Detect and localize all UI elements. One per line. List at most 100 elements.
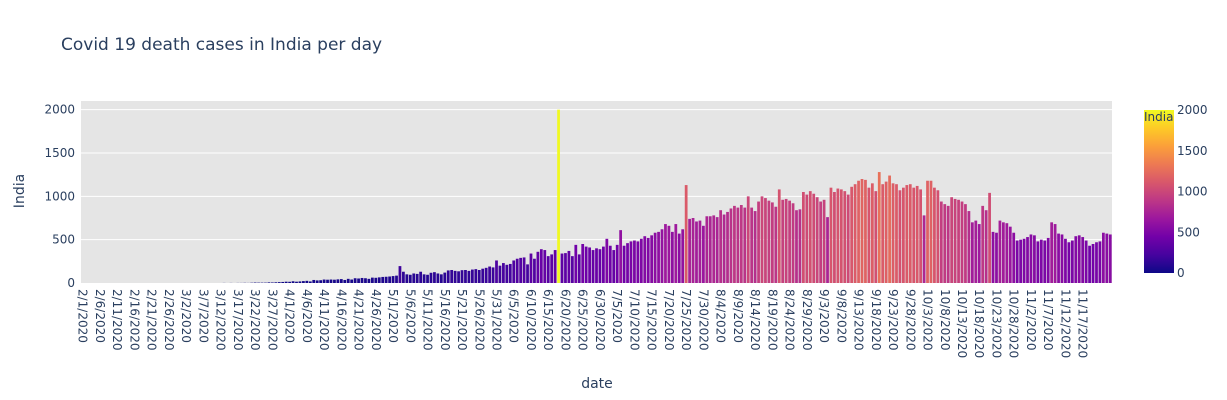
bar xyxy=(819,201,823,283)
bar xyxy=(581,244,585,283)
bar xyxy=(295,281,298,283)
bar xyxy=(495,260,498,283)
bar xyxy=(491,267,495,283)
x-tick-label: 5/21/2020 xyxy=(455,289,469,351)
bar xyxy=(1084,240,1088,283)
bar xyxy=(691,218,695,283)
bar xyxy=(450,270,454,283)
bar xyxy=(1074,236,1078,283)
x-tick-label: 4/21/2020 xyxy=(352,289,366,351)
bar xyxy=(564,253,567,283)
bar xyxy=(977,224,981,283)
bar xyxy=(915,185,919,283)
bar xyxy=(481,268,485,283)
bar xyxy=(374,277,378,283)
x-tick-label: 8/4/2020 xyxy=(714,289,728,343)
bar xyxy=(764,198,767,283)
bar xyxy=(1060,234,1064,283)
bar xyxy=(470,269,474,283)
bar xyxy=(670,231,674,283)
bar xyxy=(277,282,281,283)
bar xyxy=(633,240,636,283)
bar xyxy=(877,172,881,283)
x-tick-label: 5/26/2020 xyxy=(472,289,486,351)
x-tick-label: 8/14/2020 xyxy=(748,289,762,351)
bar xyxy=(426,274,429,283)
bar xyxy=(1039,239,1043,283)
bar xyxy=(960,201,964,283)
bar xyxy=(281,281,285,283)
x-tick-label: 7/30/2020 xyxy=(696,289,710,351)
bar xyxy=(805,194,809,283)
x-tick-label: 3/27/2020 xyxy=(265,289,279,351)
y-axis-title: India xyxy=(12,174,28,208)
bar xyxy=(802,192,805,283)
bar xyxy=(774,206,778,283)
bar xyxy=(1012,232,1016,283)
bar xyxy=(926,180,929,283)
x-tick-label: 11/17/2020 xyxy=(1076,289,1090,358)
x-tick-label: 11/2/2020 xyxy=(1024,289,1038,351)
x-tick-label: 8/9/2020 xyxy=(731,289,745,343)
bar xyxy=(519,257,523,283)
bar xyxy=(898,190,902,283)
bar xyxy=(339,279,343,283)
bar xyxy=(526,264,529,283)
bar xyxy=(639,238,643,283)
bar xyxy=(302,281,305,283)
bar xyxy=(384,276,388,283)
bar xyxy=(757,201,760,283)
x-tick-label: 8/29/2020 xyxy=(800,289,814,351)
bar xyxy=(795,210,798,283)
x-tick-label: 10/23/2020 xyxy=(989,289,1003,358)
bar xyxy=(681,229,685,283)
bar xyxy=(739,205,743,283)
bar xyxy=(436,273,440,283)
bar xyxy=(1026,237,1029,283)
x-tick-label: 4/11/2020 xyxy=(317,289,331,351)
bar xyxy=(588,247,591,283)
bar xyxy=(391,276,395,283)
chart-title: Covid 19 death cases in India per day xyxy=(61,35,382,55)
bar xyxy=(1050,222,1054,283)
colorbar xyxy=(1144,110,1174,273)
x-tick-label: 6/25/2020 xyxy=(576,289,590,351)
bar xyxy=(750,207,754,283)
bar xyxy=(402,271,405,283)
bar xyxy=(698,220,702,283)
bar xyxy=(829,187,833,283)
bar xyxy=(974,220,978,283)
y-tick-labels: 0 500 1000 1500 2000 xyxy=(44,103,75,290)
bar xyxy=(667,225,671,283)
bar xyxy=(950,197,954,283)
bar xyxy=(322,279,326,283)
bar xyxy=(646,237,650,283)
bar xyxy=(522,257,526,283)
bar xyxy=(539,249,543,283)
bar xyxy=(536,251,540,283)
bar xyxy=(619,230,623,283)
bar xyxy=(815,197,819,283)
bar xyxy=(395,275,398,283)
bar xyxy=(439,274,443,283)
bar xyxy=(1053,224,1057,283)
bar xyxy=(550,254,554,283)
bar xyxy=(1098,241,1102,283)
bar xyxy=(408,274,412,283)
bar xyxy=(957,199,960,283)
x-tick-label: 2/16/2020 xyxy=(127,289,141,351)
bar xyxy=(874,191,878,283)
y-tick-label: 500 xyxy=(52,233,75,247)
x-tick-label: 3/17/2020 xyxy=(231,289,245,351)
bar xyxy=(946,205,950,283)
bar xyxy=(919,189,923,283)
bar xyxy=(1022,238,1026,283)
bar xyxy=(760,196,764,283)
bar xyxy=(419,271,423,283)
bar xyxy=(864,179,867,283)
bar xyxy=(833,192,836,283)
bar xyxy=(1019,239,1023,283)
bar xyxy=(843,191,847,283)
bar xyxy=(626,243,629,283)
bar xyxy=(353,278,357,283)
